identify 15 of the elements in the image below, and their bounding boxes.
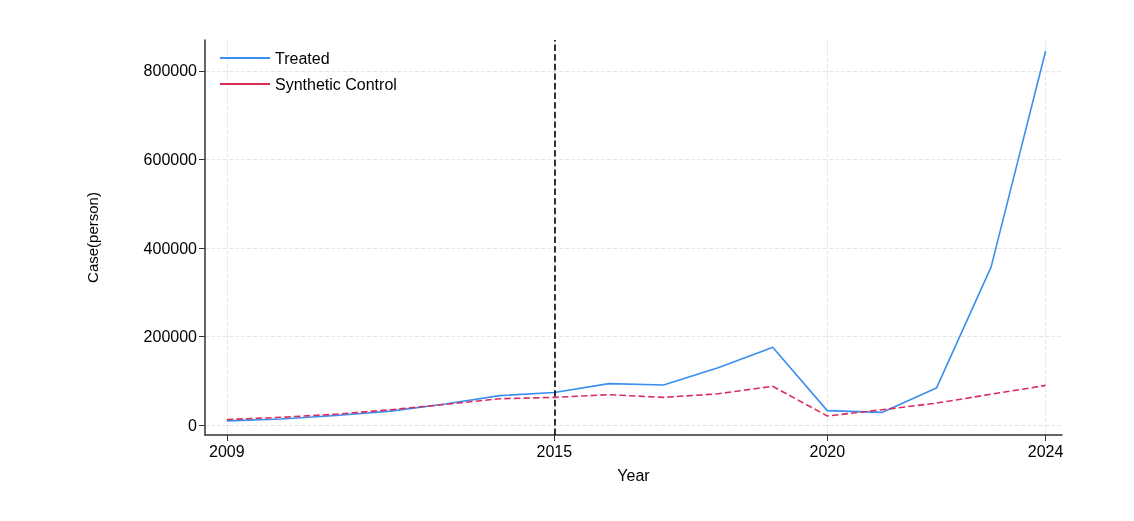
legend-label: Synthetic Control (275, 75, 397, 93)
legend-label: Treated (275, 49, 330, 67)
y-tick-label: 200000 (143, 328, 198, 346)
y-axis-title: Case(person) (84, 192, 101, 283)
y-tick-label: 400000 (143, 239, 198, 257)
y-tick-label: 600000 (143, 151, 198, 169)
x-tick-label: 2009 (209, 442, 245, 460)
x-tick-label: 2024 (1027, 442, 1064, 460)
y-tick-label: 800000 (143, 62, 198, 80)
x-tick-label: 2015 (536, 442, 573, 460)
x-axis-title: Year (617, 466, 651, 484)
y-tick-label: 0 (188, 416, 198, 434)
line-series (226, 50, 1047, 422)
x-tick-label: 2020 (809, 442, 846, 460)
line-series (226, 384, 1047, 421)
